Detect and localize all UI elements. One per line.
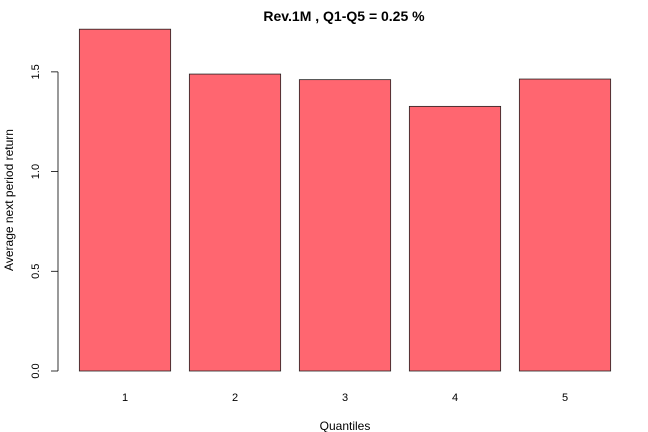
x-tick-label: 2 [232, 392, 238, 404]
bars-layer [78, 28, 612, 372]
x-tick-label: 3 [342, 392, 348, 404]
y-axis: 0.0 0.5 1.0 1.5 [30, 64, 59, 379]
y-tick-label: 0.0 [30, 363, 42, 378]
x-tick-label: 1 [122, 392, 128, 404]
x-tick-label: 4 [452, 392, 458, 404]
bar-q1 [78, 28, 172, 372]
y-tick-label: 1.0 [30, 164, 42, 179]
chart-title: Rev.1M , Q1-Q5 = 0.25 % [263, 8, 425, 24]
x-axis-label: Quantiles [320, 419, 371, 432]
y-axis-label: Average next period return [2, 129, 16, 271]
bar-q5 [518, 78, 612, 372]
bar-q3 [298, 79, 392, 372]
bar-q2 [188, 73, 282, 372]
x-tick-label: 5 [562, 392, 568, 404]
x-axis: 1 2 3 4 5 [122, 392, 568, 404]
y-tick-label: 1.5 [30, 64, 42, 79]
y-tick-label: 0.5 [30, 264, 42, 279]
bar-q4 [408, 105, 502, 372]
